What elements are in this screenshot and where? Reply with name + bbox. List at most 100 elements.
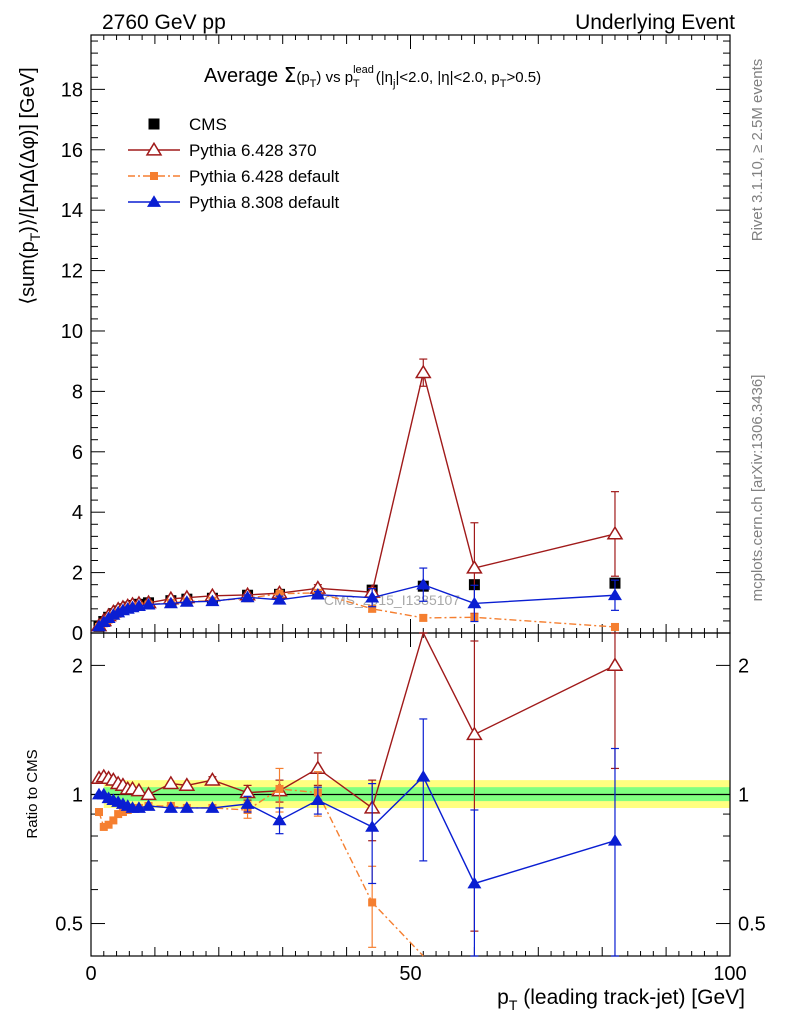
data-point-open-triangle: [162, 775, 180, 790]
x-axis-label: pT (leading track-jet) [GeV]: [497, 986, 745, 1013]
data-point-triangle: [467, 596, 482, 609]
data-point-open-triangle: [466, 726, 483, 741]
legend-item: Pythia 6.428 default: [128, 167, 340, 186]
x-tick-label: 0: [85, 963, 96, 985]
data-point-triangle: [416, 577, 431, 590]
data-point-triangle: [179, 595, 194, 607]
data-point-triangle: [365, 590, 380, 603]
title-cuts-1: (|η: [372, 69, 393, 86]
data-point-square: [610, 622, 619, 631]
data-point-open-triangle: [130, 782, 148, 797]
data-point-triangle: [163, 801, 178, 813]
data-point-triangle: [240, 797, 255, 809]
data-point-square: [104, 820, 113, 829]
data-point-square: [275, 784, 284, 793]
main-y-tick-label: 10: [61, 321, 83, 343]
data-point-triangle: [365, 820, 380, 832]
data-point-square: [94, 808, 103, 817]
title-pt-sub: T: [310, 78, 317, 90]
data-point-triangle: [179, 801, 194, 813]
data-point-triangle: [607, 834, 622, 846]
legend-label: CMS: [189, 115, 227, 134]
data-point-square: [368, 898, 377, 907]
legend: CMS Pythia 6.428 370 Pythia 6.428 default P…: [128, 115, 340, 212]
ratio-y-tick-label: 2: [72, 655, 83, 677]
plot-title: Average Σ(pT) vs plead T (|ηj|<2.0, |η|<2…: [204, 63, 541, 90]
data-point-open-triangle: [178, 777, 196, 791]
ratio-y-tick-label-right: 2: [738, 655, 749, 677]
legend-label: Pythia 8.308 default: [189, 193, 340, 212]
data-point-open-triangle: [414, 364, 432, 379]
x-tick-label: 100: [713, 963, 746, 985]
main-y-axis-label: ⟨sum(pT)⟩/[ΔηΔ(Δφ)] [GeV]: [17, 67, 43, 304]
legend-label: Pythia 6.428 370: [189, 141, 317, 160]
title-t-sub: T: [353, 78, 360, 90]
title-cuts-3: >0.5): [507, 69, 542, 86]
data-point-triangle: [467, 876, 482, 889]
data-point-triangle: [205, 594, 220, 607]
data-point-square: [148, 118, 160, 130]
data-point-triangle: [272, 593, 287, 605]
data-point-triangle: [272, 813, 287, 826]
data-point-triangle: [240, 590, 255, 603]
data-point-triangle: [147, 195, 161, 207]
title-sigma: Σ: [284, 63, 297, 87]
legend-item: Pythia 8.308 default: [128, 193, 340, 212]
title-t-sub2: T: [500, 78, 507, 90]
data-point-square: [419, 613, 428, 622]
title-cuts-2: |<2.0, |η|<2.0, p: [395, 69, 499, 86]
data-point-triangle: [205, 801, 220, 813]
ratio-y-tick-label: 1: [72, 784, 83, 806]
data-point-triangle: [310, 793, 325, 805]
ratio-pythia-6-428-default-line: [98, 788, 424, 957]
main-y-tick-label: 0: [72, 623, 83, 645]
data-point-open-triangle: [204, 771, 221, 786]
ratio-y-tick-label: 0.5: [55, 914, 83, 936]
main-pythia-8-308-default-series: [91, 567, 622, 632]
data-point-triangle: [163, 596, 178, 609]
main-data: [90, 358, 624, 632]
title-j-sub: j: [392, 78, 395, 90]
xlab-sub: T: [509, 997, 518, 1013]
ratio-y-axis-label: Ratio to CMS: [24, 749, 41, 838]
main-y-tick-label: 18: [61, 79, 83, 101]
header-left: 2760 GeV pp: [102, 11, 226, 34]
title-pt-paren: (p: [296, 69, 309, 86]
data-point-triangle: [141, 597, 156, 610]
data-point-open-triangle: [606, 657, 624, 672]
main-pythia-6-428-370-line: [98, 372, 616, 627]
ratio-y-tick-label-right: 0.5: [738, 914, 766, 936]
data-point-triangle: [416, 770, 431, 782]
main-y-tick-label: 8: [72, 381, 83, 403]
main-y-tick-label: 2: [72, 563, 83, 585]
title-lead-sup: lead: [353, 64, 374, 76]
ratio-bands: [91, 780, 730, 808]
main-pythia-6-428-370-series: [90, 358, 624, 632]
main-y-tick-label: 14: [61, 200, 83, 222]
data-point-triangle: [310, 587, 325, 600]
data-point-open-triangle: [606, 525, 624, 540]
x-tick-label: 50: [399, 963, 421, 985]
data-point-triangle: [607, 588, 622, 601]
ratio-y-tick-label-right: 1: [738, 784, 749, 806]
data-point-square: [114, 810, 123, 819]
ylab-part-1: ⟨sum(p: [17, 241, 39, 304]
mcplots-label: mcplots.cern.ch [arXiv:1306.3436]: [749, 375, 766, 602]
title-average: Average: [204, 65, 284, 87]
header-right: Underlying Event: [575, 11, 735, 34]
main-panel-frame: [90, 34, 731, 634]
main-y-tick-label: 6: [72, 442, 83, 464]
legend-label: Pythia 6.428 default: [189, 167, 340, 186]
main-y-tick-label: 16: [61, 140, 83, 162]
main-y-tick-label: 4: [72, 502, 83, 524]
ylab-part-2: )⟩/[ΔηΔ(Δφ)] [GeV]: [17, 67, 39, 232]
data-point-square: [99, 822, 108, 831]
ylab-sub: T: [27, 232, 43, 241]
rivet-label: Rivet 3.1.10, ≥ 2.5M events: [749, 59, 766, 242]
data-point-open-triangle: [145, 141, 163, 156]
data-point-triangle: [141, 799, 156, 811]
xlab-rest: (leading track-jet) [GeV]: [517, 986, 745, 1009]
title-vs: ) vs p: [316, 69, 353, 86]
data-point-square: [368, 604, 377, 613]
